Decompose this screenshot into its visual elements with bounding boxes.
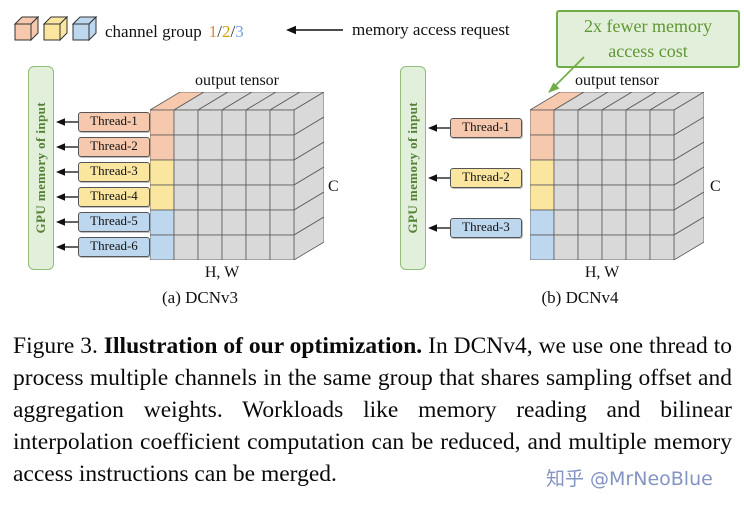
caption-bold: Illustration of our optimization.: [103, 333, 423, 359]
channel-group-cubes-icon: [13, 15, 98, 47]
hw-dim-label-b: H, W: [584, 264, 620, 281]
thread-box: Thread-5: [78, 212, 150, 232]
memory-access-request-label: memory access request: [352, 20, 510, 39]
annotation-box: 2x fewer memory access cost: [556, 10, 740, 68]
gpu-memory-label-b: GPU memory of input: [405, 102, 420, 234]
thread-box: Thread-2: [450, 168, 522, 188]
channel-group-number: 1: [208, 21, 218, 41]
gpu-memory-bar-b: GPU memory of input: [400, 66, 426, 270]
thread-row: Thread-3: [56, 162, 150, 182]
thread-row: Thread-4: [56, 187, 150, 207]
channel-group-number: 2: [222, 21, 231, 41]
annotation-text: 2x fewer memory access cost: [584, 15, 712, 61]
thread-box: Thread-2: [78, 137, 150, 157]
thread-box: Thread-3: [450, 218, 522, 238]
left-arrow-icon: [428, 124, 450, 132]
channel-group-number: /: [217, 21, 223, 41]
left-arrow-icon: [56, 193, 78, 201]
annotation-arrow-icon: [548, 56, 585, 93]
thread-row: Thread-1: [56, 112, 150, 132]
thread-box: Thread-4: [78, 187, 150, 207]
caption-prefix: Figure 3.: [13, 333, 104, 359]
gpu-memory-label-a: GPU memory of input: [33, 102, 48, 234]
tensor-grid-graphic: [148, 91, 326, 261]
thread-box: Thread-3: [78, 162, 150, 182]
threads-b: Thread-1 Thread-2 Thread-3: [428, 118, 522, 238]
left-arrow-icon: [56, 168, 78, 176]
hw-dim-label-a: H, W: [204, 264, 240, 281]
thread-row: Thread-5: [56, 212, 150, 232]
output-tensor-a: [148, 91, 326, 261]
tensor-grid-graphic: [528, 91, 706, 261]
thread-box: Thread-6: [78, 237, 150, 257]
left-arrow-icon: [428, 174, 450, 182]
caption-rest: In DCNv4, we use one thread to process m…: [13, 333, 732, 487]
thread-box: Thread-1: [450, 118, 522, 138]
panel-caption-b: (b) DCNv4: [541, 288, 619, 307]
left-arrow-icon: [56, 243, 78, 251]
channel-group-number: /: [230, 21, 236, 41]
output-tensor-label-b: output tensor: [575, 72, 659, 89]
thread-box: Thread-1: [78, 112, 150, 132]
legend: channel group 1/2/3: [13, 15, 244, 47]
threads-a: Thread-1 Thread-2 Thread-3 Thread-4 Thread-5…: [56, 112, 150, 257]
thread-row: Thread-2: [56, 137, 150, 157]
thread-row: Thread-2: [428, 168, 522, 188]
legend-label: channel group: [105, 21, 202, 41]
output-tensor-label-a: output tensor: [195, 72, 279, 89]
c-dim-label-a: C: [328, 178, 339, 195]
left-arrow-icon: [56, 218, 78, 226]
left-arrow-icon: [428, 224, 450, 232]
channel-group-numbers: 1/2/3: [209, 22, 244, 42]
left-arrow-icon: [56, 143, 78, 151]
figure-caption: Figure 3. Illustration of our optimizati…: [13, 331, 732, 491]
thread-row: Thread-6: [56, 237, 150, 257]
c-dim-label-b: C: [710, 178, 721, 195]
panel-caption-a: (a) DCNv3: [161, 288, 238, 307]
output-tensor-b: [528, 91, 706, 261]
thread-row: Thread-1: [428, 118, 522, 138]
watermark: 知乎 @MrNeoBlue: [546, 468, 713, 490]
left-arrow-icon: [286, 25, 343, 35]
memory-access-request: memory access request: [286, 20, 510, 40]
left-arrow-icon: [56, 118, 78, 126]
channel-group-number: 3: [235, 21, 244, 41]
gpu-memory-bar-a: GPU memory of input: [28, 66, 54, 270]
thread-row: Thread-3: [428, 218, 522, 238]
